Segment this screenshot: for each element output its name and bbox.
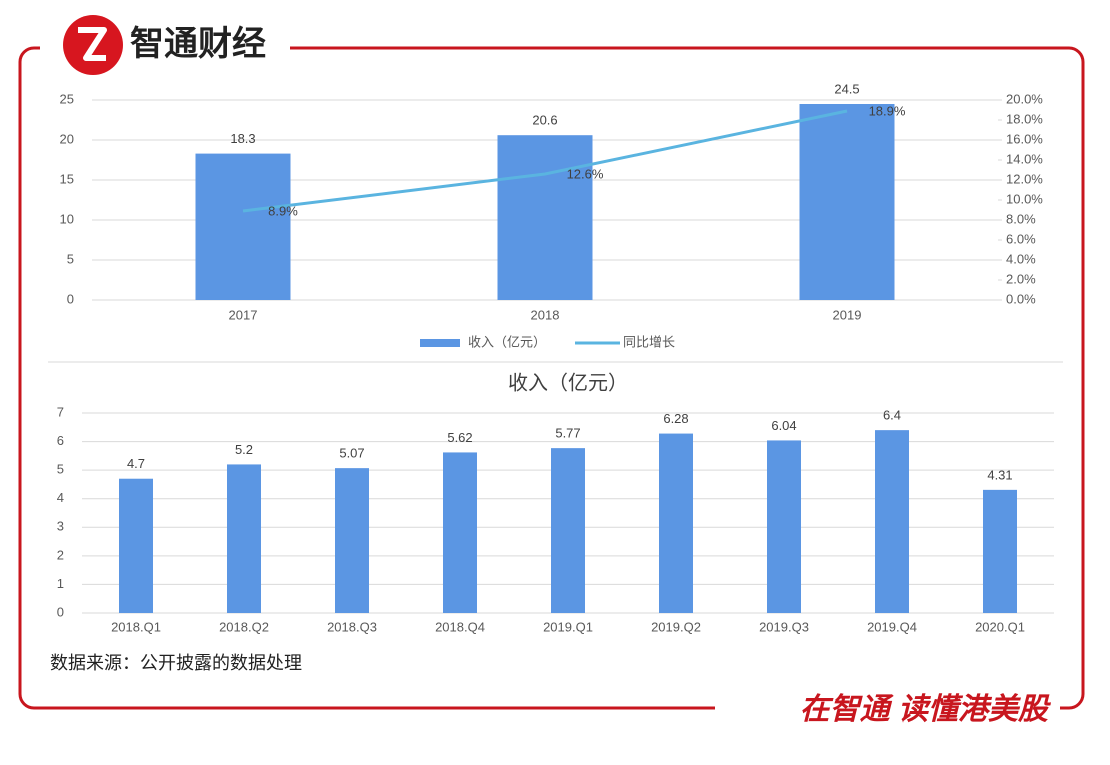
bar — [195, 153, 291, 300]
y2-tick-label: 6.0% — [1006, 231, 1036, 246]
y-tick-label: 0 — [57, 604, 64, 619]
y-tick-label: 4 — [57, 490, 64, 505]
bar — [799, 104, 895, 300]
y2-tick-label: 14.0% — [1006, 151, 1043, 166]
data-label: 5.62 — [447, 430, 472, 445]
y2-tick-label: 8.0% — [1006, 211, 1036, 226]
chart-title: 收入（亿元） — [508, 371, 628, 394]
y2-tick-label: 2.0% — [1006, 271, 1036, 286]
data-label: 6.28 — [663, 411, 688, 426]
data-label: 8.9% — [268, 203, 298, 218]
logo-mark — [78, 27, 107, 61]
data-label: 5.77 — [555, 426, 580, 441]
data-label: 5.07 — [339, 446, 364, 461]
x-tick-label: 2018.Q4 — [435, 619, 485, 634]
y2-tick-label: 20.0% — [1006, 91, 1043, 106]
bar — [875, 430, 909, 613]
bar — [443, 452, 477, 613]
x-tick-label: 2018 — [531, 307, 560, 322]
y2-tick-label: 10.0% — [1006, 191, 1043, 206]
y-tick-label: 25 — [60, 91, 74, 106]
source: 数据来源：公开披露的数据处理 — [50, 653, 302, 673]
y-tick-label: 7 — [57, 404, 64, 419]
bar — [983, 489, 1017, 613]
y-tick-label: 20 — [60, 131, 74, 146]
x-tick-label: 2019.Q4 — [867, 619, 917, 634]
y-tick-label: 6 — [57, 433, 64, 448]
data-label: 24.5 — [834, 81, 859, 96]
y-tick-label: 0 — [67, 291, 74, 306]
y2-tick-label: 4.0% — [1006, 251, 1036, 266]
x-tick-label: 2019.Q1 — [543, 619, 593, 634]
y-tick-label: 10 — [60, 211, 74, 226]
y2-tick-label: 18.0% — [1006, 111, 1043, 126]
x-tick-label: 2019.Q2 — [651, 619, 701, 634]
y-tick-label: 15 — [60, 171, 74, 186]
y2-tick-label: 16.0% — [1006, 131, 1043, 146]
x-tick-label: 2018.Q3 — [327, 619, 377, 634]
y-tick-label: 5 — [57, 462, 64, 477]
bar — [335, 468, 369, 613]
bar — [551, 448, 585, 613]
y-tick-label: 2 — [57, 547, 64, 562]
data-label: 4.7 — [127, 456, 145, 471]
legend-swatch — [420, 339, 460, 347]
x-tick-label: 2018.Q1 — [111, 619, 161, 634]
y-tick-label: 3 — [57, 519, 64, 534]
y2-tick-label: 12.0% — [1006, 171, 1043, 186]
bar — [119, 478, 153, 613]
data-label: 6.04 — [771, 418, 796, 433]
bar — [767, 440, 801, 613]
frame — [18, 46, 1085, 710]
bar — [497, 135, 593, 300]
x-tick-label: 2019 — [833, 307, 862, 322]
data-label: 18.3 — [230, 131, 255, 146]
x-tick-label: 2019.Q3 — [759, 619, 809, 634]
y-tick-label: 1 — [57, 576, 64, 591]
x-tick-label: 2020.Q1 — [975, 619, 1025, 634]
slogan-bg — [715, 690, 1060, 730]
slogan: 在智通 读懂港美股 — [800, 693, 1051, 726]
y2-tick-label: 0.0% — [1006, 291, 1036, 306]
y-tick-label: 5 — [67, 251, 74, 266]
data-label: 6.4 — [883, 408, 901, 423]
legend-label: 收入（亿元） — [468, 334, 546, 349]
data-label: 4.31 — [987, 467, 1012, 482]
bar — [227, 464, 261, 613]
x-tick-label: 2018.Q2 — [219, 619, 269, 634]
data-label: 18.9% — [869, 103, 906, 118]
data-label: 12.6% — [567, 166, 604, 181]
x-tick-label: 2017 — [229, 307, 258, 322]
bar — [659, 433, 693, 613]
data-label: 20.6 — [532, 113, 557, 128]
legend-label: 同比增长 — [623, 334, 675, 349]
line — [242, 109, 848, 213]
data-label: 5.2 — [235, 442, 253, 457]
brand: 智通财经 — [130, 25, 266, 63]
